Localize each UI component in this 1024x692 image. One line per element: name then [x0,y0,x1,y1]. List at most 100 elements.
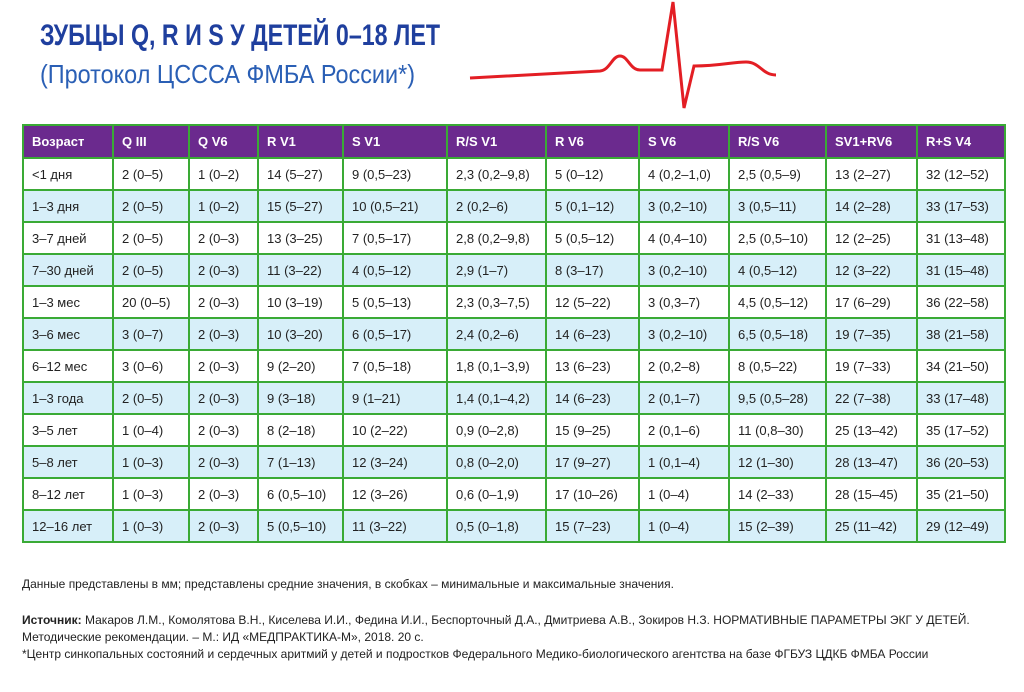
table-cell: 2,5 (0,5–9) [728,157,827,191]
table-cell: 2 (0,1–7) [638,381,730,415]
table-cell: 1 (0–4) [638,509,730,543]
column-header: R/S V1 [446,124,547,159]
table-cell: 1–3 года [22,381,114,415]
table-cell: 2,4 (0,2–6) [446,317,547,351]
table-cell: 3 (0,2–10) [638,317,730,351]
table-cell: 15 (2–39) [728,509,827,543]
table-cell: 3 (0,2–10) [638,253,730,287]
title: ЗУБЦЫ Q, R И S У ДЕТЕЙ 0–18 ЛЕТ [40,18,440,52]
table-cell: 5 (0,5–12) [545,221,640,255]
table-cell: 11 (0,8–30) [728,413,827,447]
table-cell: 1 (0–4) [112,413,190,447]
table-cell: 36 (20–53) [916,445,1006,479]
table-row: 7–30 дней 2 (0–5) 2 (0–3) 11 (3–22) 4 (0,5–1… [22,253,1006,287]
column-header: Возраст [22,124,114,159]
table-row: 8–12 лет 1 (0–3) 2 (0–3) 6 (0,5–10) 12 (3–26… [22,477,1006,511]
table-cell: 2 (0–3) [188,285,259,319]
table-cell: 2 (0,2–8) [638,349,730,383]
table-cell: 15 (5–27) [257,189,344,223]
table-cell: 36 (22–58) [916,285,1006,319]
source-text: Макаров Л.М., Комолятова В.Н., Киселева … [22,613,970,644]
table-cell: 3 (0,5–11) [728,189,827,223]
table-cell: 22 (7–38) [825,381,918,415]
table-cell: 25 (13–42) [825,413,918,447]
table-cell: 3 (0,3–7) [638,285,730,319]
table-cell: 6 (0,5–10) [257,477,344,511]
table-cell: 2,8 (0,2–9,8) [446,221,547,255]
column-header: S V6 [638,124,730,159]
table-cell: 14 (2–28) [825,189,918,223]
table-cell: 0,6 (0–1,9) [446,477,547,511]
table-cell: 5 (0,1–12) [545,189,640,223]
column-header: Q III [112,124,190,159]
table-cell: 32 (12–52) [916,157,1006,191]
table-cell: 14 (2–33) [728,477,827,511]
table-cell: 6 (0,5–17) [342,317,448,351]
table-cell: 1 (0,1–4) [638,445,730,479]
table-row: 6–12 мес 3 (0–6) 2 (0–3) 9 (2–20) 7 (0,5–18)… [22,349,1006,383]
table-row: 1–3 мес 20 (0–5) 2 (0–3) 10 (3–19) 5 (0,5–13… [22,285,1006,319]
table-cell: 10 (2–22) [342,413,448,447]
table-cell: 1,8 (0,1–3,9) [446,349,547,383]
table-cell: 0,5 (0–1,8) [446,509,547,543]
table-cell: 1 (0–2) [188,189,259,223]
table-cell: 31 (15–48) [916,253,1006,287]
table-cell: 2 (0,1–6) [638,413,730,447]
table-cell: 2 (0–3) [188,477,259,511]
table-cell: 19 (7–35) [825,317,918,351]
table-cell: 1 (0–2) [188,157,259,191]
table-cell: 1–3 дня [22,189,114,223]
table-cell: 2 (0–5) [112,221,190,255]
table-cell: 3–7 дней [22,221,114,255]
table-cell: 8–12 лет [22,477,114,511]
table-cell: 2 (0–3) [188,253,259,287]
table-cell: 13 (3–25) [257,221,344,255]
table-cell: 2 (0–3) [188,445,259,479]
table-cell: 1,4 (0,1–4,2) [446,381,547,415]
table-cell: 2 (0–3) [188,349,259,383]
table-cell: 2 (0–5) [112,381,190,415]
table-body: <1 дня 2 (0–5) 1 (0–2) 14 (5–27) 9 (0,5–23) 2… [22,157,1006,543]
table-row: 3–6 мес 3 (0–7) 2 (0–3) 10 (3–20) 6 (0,5–17)… [22,317,1006,351]
table-cell: 8 (3–17) [545,253,640,287]
column-header: R V6 [545,124,640,159]
table-cell: 2,5 (0,5–10) [728,221,827,255]
table-cell: 5 (0,5–13) [342,285,448,319]
table-cell: 7 (0,5–18) [342,349,448,383]
table-cell: 20 (0–5) [112,285,190,319]
column-header: SV1+RV6 [825,124,918,159]
table-cell: 17 (6–29) [825,285,918,319]
table-cell: 3 (0–7) [112,317,190,351]
table-row: 12–16 лет 1 (0–3) 2 (0–3) 5 (0,5–10) 11 (3–2… [22,509,1006,543]
subtitle: (Протокол ЦСССА ФМБА России*) [40,59,415,89]
table-cell: 10 (3–20) [257,317,344,351]
table-cell: 19 (7–33) [825,349,918,383]
table-cell: 7 (1–13) [257,445,344,479]
table-cell: 3–6 мес [22,317,114,351]
table-cell: 14 (5–27) [257,157,344,191]
table-cell: 15 (9–25) [545,413,640,447]
table-cell: 35 (21–50) [916,477,1006,511]
table-cell: 14 (6–23) [545,381,640,415]
column-header: R+S V4 [916,124,1006,159]
table-row: 1–3 дня 2 (0–5) 1 (0–2) 15 (5–27) 10 (0,5–21… [22,189,1006,223]
table-cell: 12 (3–22) [825,253,918,287]
table-cell: 13 (6–23) [545,349,640,383]
table-row: 3–7 дней 2 (0–5) 2 (0–3) 13 (3–25) 7 (0,5–17… [22,221,1006,255]
table-cell: 4 (0,2–1,0) [638,157,730,191]
table-cell: 12 (3–24) [342,445,448,479]
column-header: S V1 [342,124,448,159]
table-cell: 29 (12–49) [916,509,1006,543]
table-cell: 2 (0,2–6) [446,189,547,223]
table-cell: 6,5 (0,5–18) [728,317,827,351]
table-cell: 0,9 (0–2,8) [446,413,547,447]
table-cell: 1–3 мес [22,285,114,319]
table-cell: 2 (0–5) [112,189,190,223]
table-cell: 3–5 лет [22,413,114,447]
header-row: Возраст Q III Q V6 R V1 S V1 R/S V1 R V6 S V6 R/… [22,124,1006,159]
table-cell: 35 (17–52) [916,413,1006,447]
table-cell: 17 (9–27) [545,445,640,479]
table-cell: 11 (3–22) [342,509,448,543]
table-cell: 3 (0,2–10) [638,189,730,223]
